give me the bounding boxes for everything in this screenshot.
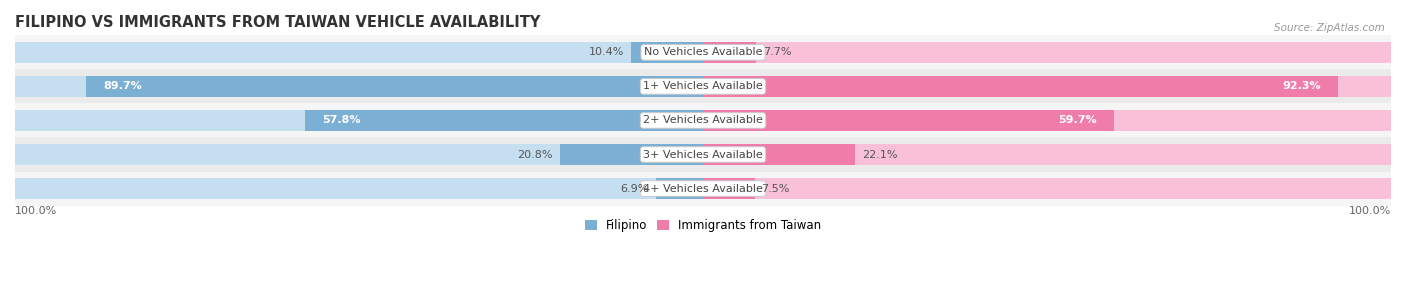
- Text: 92.3%: 92.3%: [1282, 82, 1320, 92]
- Bar: [15, 42, 703, 63]
- Text: 4+ Vehicles Available: 4+ Vehicles Available: [643, 184, 763, 194]
- Bar: [655, 178, 703, 199]
- Text: No Vehicles Available: No Vehicles Available: [644, 47, 762, 57]
- Bar: [703, 110, 1391, 131]
- Text: 100.0%: 100.0%: [15, 206, 58, 216]
- Bar: [305, 110, 703, 131]
- Bar: [703, 76, 1339, 97]
- Text: 3+ Vehicles Available: 3+ Vehicles Available: [643, 150, 763, 160]
- Bar: [15, 69, 1391, 104]
- Bar: [15, 104, 1391, 138]
- Bar: [631, 42, 703, 63]
- Bar: [703, 178, 755, 199]
- Text: 10.4%: 10.4%: [589, 47, 624, 57]
- Bar: [703, 76, 1391, 97]
- Bar: [15, 178, 703, 199]
- Bar: [703, 144, 855, 165]
- Legend: Filipino, Immigrants from Taiwan: Filipino, Immigrants from Taiwan: [581, 215, 825, 237]
- Text: 6.9%: 6.9%: [620, 184, 648, 194]
- Text: 22.1%: 22.1%: [862, 150, 897, 160]
- Bar: [86, 76, 703, 97]
- Text: 57.8%: 57.8%: [322, 116, 361, 126]
- Bar: [703, 178, 1391, 199]
- Bar: [15, 76, 703, 97]
- Bar: [15, 35, 1391, 69]
- Text: 1+ Vehicles Available: 1+ Vehicles Available: [643, 82, 763, 92]
- Bar: [560, 144, 703, 165]
- Text: 7.7%: 7.7%: [763, 47, 792, 57]
- Bar: [703, 110, 1114, 131]
- Text: 100.0%: 100.0%: [1348, 206, 1391, 216]
- Text: 7.5%: 7.5%: [762, 184, 790, 194]
- Text: Source: ZipAtlas.com: Source: ZipAtlas.com: [1274, 23, 1385, 33]
- Bar: [15, 138, 1391, 172]
- Text: 20.8%: 20.8%: [517, 150, 553, 160]
- Text: FILIPINO VS IMMIGRANTS FROM TAIWAN VEHICLE AVAILABILITY: FILIPINO VS IMMIGRANTS FROM TAIWAN VEHIC…: [15, 15, 540, 30]
- Bar: [15, 110, 703, 131]
- Bar: [703, 42, 756, 63]
- Text: 2+ Vehicles Available: 2+ Vehicles Available: [643, 116, 763, 126]
- Bar: [703, 42, 1391, 63]
- Text: 89.7%: 89.7%: [103, 82, 142, 92]
- Text: 59.7%: 59.7%: [1057, 116, 1097, 126]
- Bar: [15, 144, 703, 165]
- Bar: [15, 172, 1391, 206]
- Bar: [703, 144, 1391, 165]
